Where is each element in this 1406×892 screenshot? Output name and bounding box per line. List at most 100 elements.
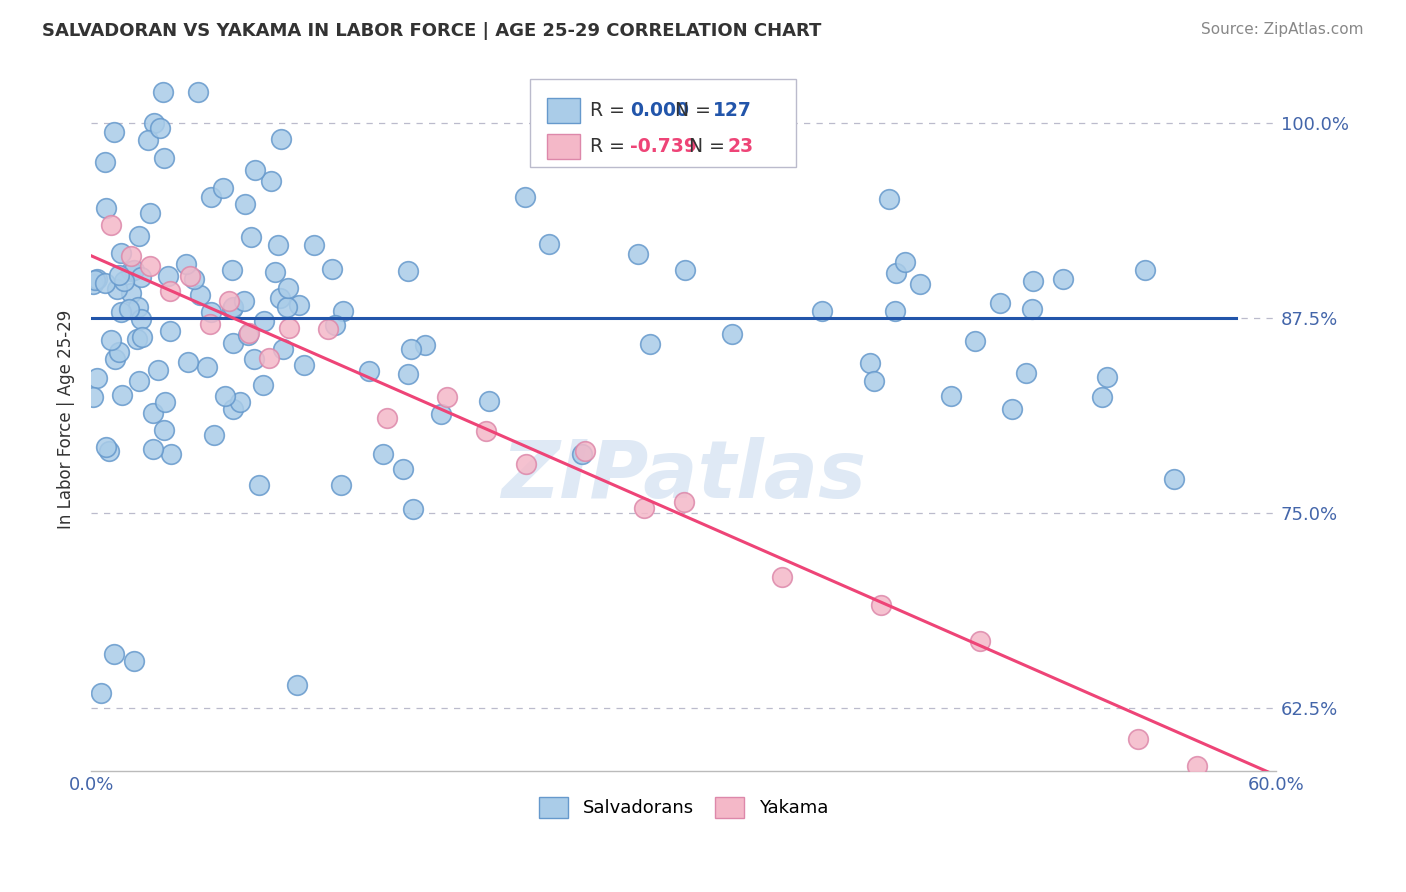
Point [153, 395, 176, 409]
Point [330, 477, 353, 491]
Point [316, 322, 339, 336]
Point [1185, 759, 1208, 773]
Point [263, 265, 285, 279]
Point [371, 447, 394, 461]
Point [139, 205, 162, 219]
Point [247, 478, 270, 492]
Point [969, 634, 991, 648]
Point [142, 406, 165, 420]
Point [770, 570, 793, 584]
Text: N =: N = [689, 137, 731, 156]
Point [100, 218, 122, 232]
Point [413, 338, 436, 352]
Point [884, 266, 907, 280]
Point [190, 288, 212, 302]
Point [103, 125, 125, 139]
Point [103, 647, 125, 661]
Point [84, 273, 107, 287]
Point [142, 442, 165, 457]
Point [292, 358, 315, 372]
Point [129, 270, 152, 285]
Point [1052, 272, 1074, 286]
Point [153, 151, 176, 165]
Point [152, 85, 174, 99]
Point [877, 192, 900, 206]
Text: 0.000: 0.000 [630, 101, 689, 120]
Point [1091, 390, 1114, 404]
Point [111, 388, 134, 402]
Point [396, 368, 419, 382]
Point [859, 356, 882, 370]
Point [672, 495, 695, 509]
Point [1015, 366, 1038, 380]
Point [478, 393, 501, 408]
Point [129, 312, 152, 326]
Point [276, 300, 298, 314]
Point [127, 300, 149, 314]
Point [136, 134, 159, 148]
Point [571, 447, 593, 461]
Point [396, 264, 419, 278]
Point [82, 390, 104, 404]
Point [287, 298, 309, 312]
Text: 23: 23 [727, 137, 754, 156]
Point [1095, 370, 1118, 384]
Point [238, 327, 260, 342]
Point [128, 228, 150, 243]
Point [179, 268, 201, 283]
Point [100, 333, 122, 347]
Point [271, 343, 294, 357]
Point [149, 121, 172, 136]
Point [285, 678, 308, 692]
Point [941, 389, 963, 403]
Point [399, 342, 422, 356]
Point [269, 291, 291, 305]
Point [94, 201, 117, 215]
Point [513, 190, 536, 204]
Point [1001, 401, 1024, 416]
Point [157, 269, 180, 284]
Point [436, 391, 458, 405]
Point [108, 268, 131, 282]
Point [104, 351, 127, 366]
Point [1126, 732, 1149, 747]
Point [638, 337, 661, 351]
Text: ZIPatlas: ZIPatlas [501, 437, 866, 515]
Point [910, 277, 932, 291]
Point [233, 196, 256, 211]
Point [260, 174, 283, 188]
Point [627, 247, 650, 261]
Point [90, 686, 112, 700]
Point [214, 389, 236, 403]
Point [110, 305, 132, 319]
Point [94, 155, 117, 169]
Point [721, 326, 744, 341]
Point [391, 462, 413, 476]
Point [870, 599, 893, 613]
Point [160, 447, 183, 461]
Point [1021, 274, 1043, 288]
Point [332, 304, 354, 318]
Legend: Salvadorans, Yakama: Salvadorans, Yakama [531, 789, 835, 825]
Point [139, 260, 162, 274]
Point [673, 262, 696, 277]
Point [105, 282, 128, 296]
Point [430, 407, 453, 421]
Text: N =: N = [675, 101, 717, 120]
Point [232, 294, 254, 309]
Point [302, 238, 325, 252]
Point [633, 501, 655, 516]
Point [321, 262, 343, 277]
Point [222, 335, 245, 350]
Point [148, 363, 170, 377]
Point [108, 345, 131, 359]
Point [515, 457, 537, 471]
Point [1135, 262, 1157, 277]
Point [884, 304, 907, 318]
Point [277, 320, 299, 334]
Point [159, 324, 181, 338]
Point [86, 371, 108, 385]
Point [574, 443, 596, 458]
Point [177, 355, 200, 369]
Point [243, 352, 266, 367]
